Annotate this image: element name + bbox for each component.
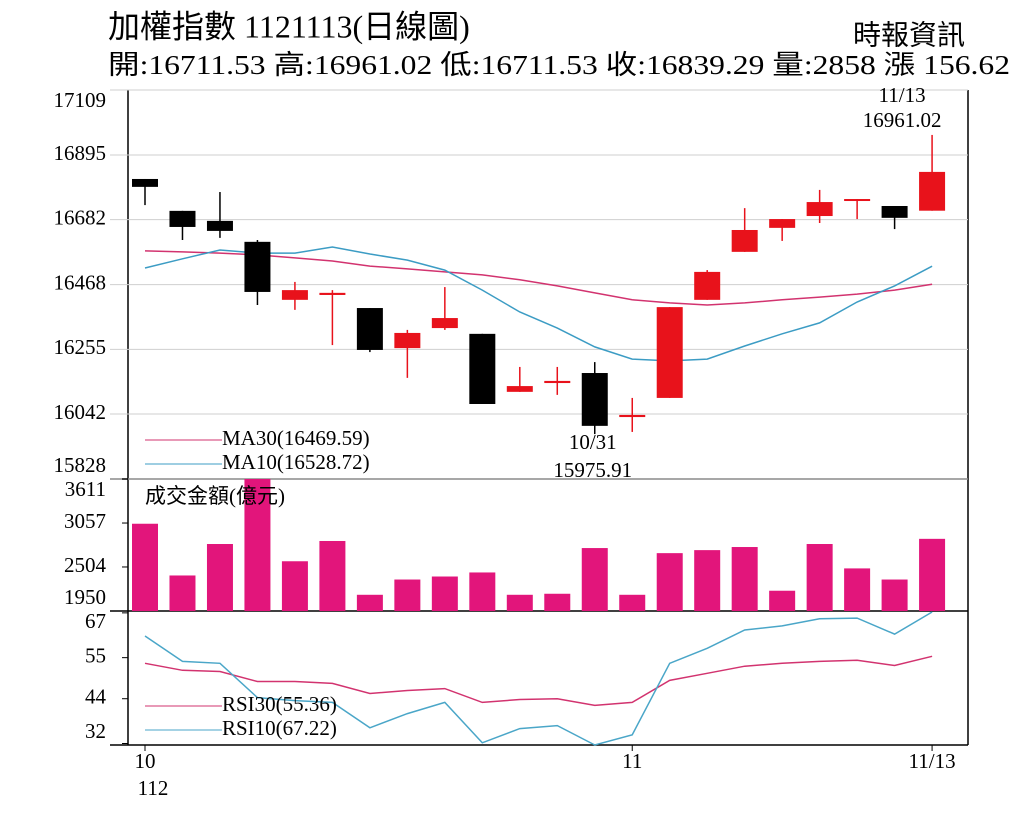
- bar: [919, 538, 946, 611]
- candle-body: [394, 332, 421, 349]
- bar: [431, 576, 458, 611]
- y-tick-label: 16042: [54, 400, 107, 424]
- source: 時報資訊: [853, 19, 965, 51]
- annotation-date: 11/13: [879, 83, 926, 107]
- candle-body: [319, 292, 346, 295]
- y-tick-label: 17109: [54, 88, 107, 112]
- bar: [769, 590, 796, 611]
- bar: [244, 479, 271, 611]
- candle-body: [169, 210, 196, 227]
- candle-body: [206, 220, 233, 231]
- rsi-line: [144, 655, 933, 707]
- candle-body: [132, 178, 158, 187]
- candle-body: [619, 414, 646, 418]
- candle-body: [881, 206, 908, 218]
- candle-body: [806, 202, 833, 217]
- legend-label: RSI10(67.22): [222, 716, 337, 740]
- candle-body: [656, 307, 683, 398]
- legend-label: RSI30(55.36): [222, 692, 337, 716]
- bars: [132, 479, 946, 611]
- y-tick-label: 3611: [65, 477, 106, 501]
- y-tick-label: 44: [85, 685, 107, 709]
- chart-title: 加權指數 1121113(日線圖): [108, 8, 470, 44]
- candle-body: [544, 380, 571, 384]
- x-tick-label: 11: [622, 749, 642, 773]
- ma-line: [144, 250, 933, 306]
- info-line: 開:16711.53 高:16961.02 低:16711.53 收:16839…: [108, 50, 1010, 80]
- bar: [881, 579, 908, 611]
- y-tick-label: 16468: [54, 270, 107, 294]
- candle-body: [731, 229, 758, 252]
- legend-label: MA10(16528.72): [222, 450, 370, 474]
- bar: [281, 561, 308, 611]
- bar: [169, 575, 196, 611]
- candle-body: [844, 199, 871, 202]
- y-tick-label: 2504: [64, 553, 107, 577]
- y-tick-label: 3057: [64, 509, 106, 533]
- y-tick-label: 1950: [64, 585, 106, 609]
- bar: [356, 594, 383, 611]
- bar: [581, 548, 608, 611]
- annotation-value: 15975.91: [553, 458, 632, 482]
- bar: [619, 594, 646, 611]
- bar: [469, 572, 496, 611]
- y-tick-label: 16895: [54, 141, 107, 165]
- x-tick-label: 11/13: [909, 749, 956, 773]
- y-tick-label: 67: [85, 609, 106, 633]
- annotation-date: 10/31: [569, 430, 617, 454]
- bar: [394, 579, 421, 611]
- panel-title: 成交金額(億元): [145, 484, 285, 508]
- y-tick-label: 16255: [54, 335, 107, 359]
- bar: [506, 594, 533, 611]
- candle-body: [919, 171, 946, 211]
- candle-body: [281, 290, 308, 300]
- bar: [319, 540, 346, 611]
- bar: [206, 544, 233, 611]
- bar: [544, 593, 571, 611]
- y-tick-label: 32: [85, 719, 106, 743]
- ma-line: [144, 246, 933, 362]
- candle-body: [506, 386, 533, 392]
- candle-body: [694, 271, 721, 300]
- candle-body: [469, 333, 496, 404]
- candle-body: [769, 219, 796, 228]
- y-tick-label: 55: [85, 643, 106, 667]
- y-tick-label: 16682: [54, 205, 107, 229]
- legend-label: MA30(16469.59): [222, 426, 370, 450]
- bar: [132, 523, 158, 611]
- x-tick-label: 10: [135, 749, 156, 773]
- y-tick-label: 15828: [54, 453, 107, 477]
- annotation-value: 16961.02: [863, 108, 942, 132]
- bar: [656, 553, 683, 611]
- rsi-line: [144, 611, 933, 746]
- candle-body: [581, 373, 608, 426]
- candle-body: [244, 241, 271, 292]
- bar: [731, 547, 758, 611]
- x-year-label: 112: [138, 776, 169, 800]
- candle-body: [431, 318, 458, 329]
- candle-body: [356, 308, 383, 350]
- bar: [806, 544, 833, 611]
- bar: [694, 550, 721, 611]
- bar: [844, 568, 871, 611]
